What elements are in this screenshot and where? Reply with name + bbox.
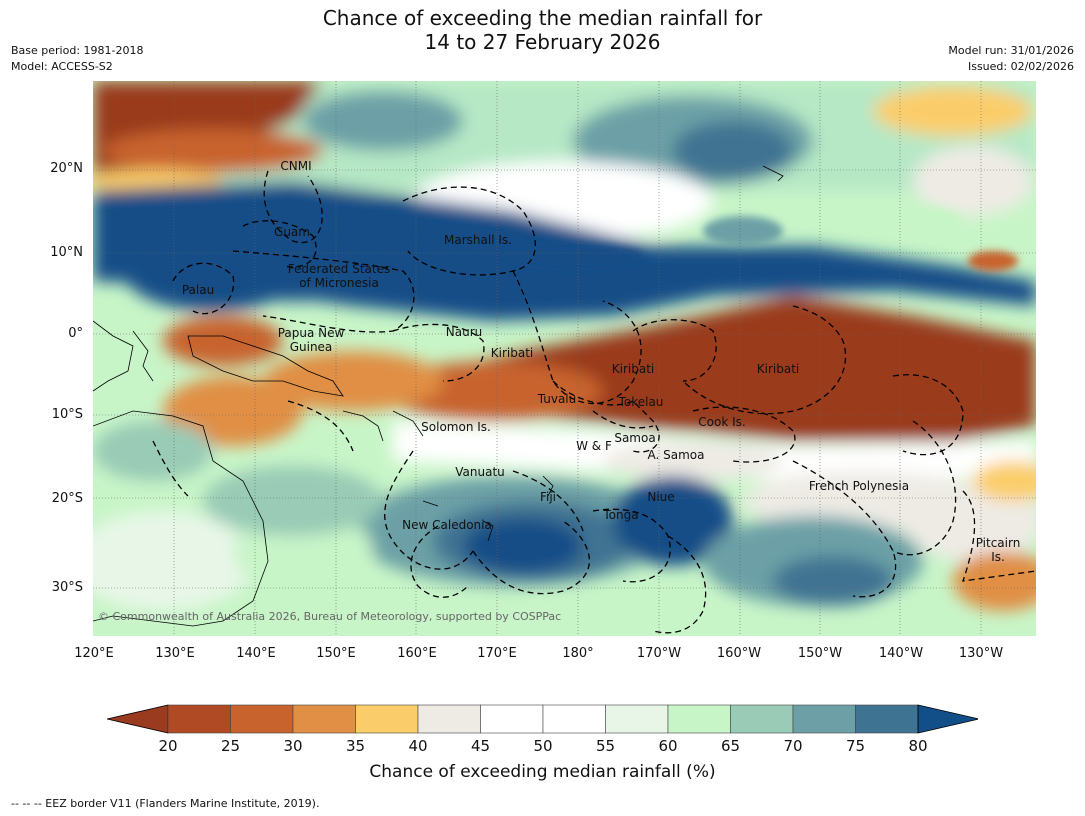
place-palau: Palau	[181, 283, 215, 297]
colorbar-segments	[107, 704, 978, 734]
lon-label-160e: 160°E	[397, 646, 437, 661]
lon-label-170e: 170°E	[477, 646, 517, 661]
colorbar-segment	[542, 704, 606, 734]
colorbar-tick-label: 30	[283, 737, 303, 755]
colorbar-segment	[667, 704, 731, 734]
lat-label-10n: 10°N	[50, 245, 83, 260]
lon-label-150e: 150°E	[316, 646, 356, 661]
place-tonga: Tonga	[603, 508, 639, 522]
place-nauru: Nauru	[445, 325, 483, 339]
colorbar-tick-label: 50	[533, 737, 553, 755]
colorbar-segment	[855, 704, 919, 734]
colorbar-segment	[792, 704, 856, 734]
meta-right: Model run: 31/01/2026 Issued: 02/02/2026	[948, 43, 1074, 75]
lon-label-140e: 140°E	[236, 646, 276, 661]
colorbar-tick-label: 80	[908, 737, 928, 755]
colorbar-segment	[230, 704, 294, 734]
eez-footer-note: -- -- -- EEZ border V11 (Flanders Marine…	[11, 797, 320, 810]
place-fiji: Fiji	[539, 490, 557, 504]
colorbar-tick-label: 75	[845, 737, 866, 755]
eez-borders	[152, 170, 1036, 634]
place-fsm: Federated States of Micronesia	[288, 262, 390, 290]
colorbar-tick-label: 65	[720, 737, 741, 755]
copyright-notice: © Commonwealth of Australia 2026, Bureau…	[98, 610, 562, 623]
lon-label-150w: 150°W	[797, 646, 843, 661]
colorbar-tick-label: 45	[470, 737, 491, 755]
colorbar-extend-low	[107, 704, 169, 734]
place-new-caledonia: New Caledonia	[402, 518, 492, 532]
lat-label-20n: 20°N	[50, 161, 83, 176]
colorbar-tick-label: 40	[408, 737, 428, 755]
place-solomon-islands: Solomon Is.	[421, 420, 491, 434]
lon-label-180: 180°	[562, 646, 594, 661]
colorbar-tick-label: 55	[595, 737, 616, 755]
place-american-samoa: A. Samoa	[647, 448, 705, 462]
place-cnmi: CNMI	[280, 159, 312, 173]
lon-label-120e: 120°E	[74, 646, 114, 661]
coastlines	[93, 165, 784, 627]
place-fsm-line2: of Micronesia	[299, 276, 379, 290]
colorbar-tick-label: 25	[220, 737, 241, 755]
colorbar-extend-high	[917, 704, 978, 734]
colorbar-tick-label: 20	[158, 737, 178, 755]
place-tuvalu: Tuvalu	[537, 392, 577, 406]
place-tokelau: Tokelau	[618, 395, 664, 409]
place-kiribati-east: Kiribati	[756, 362, 800, 376]
colorbar	[107, 704, 978, 734]
rainfall-field	[93, 81, 1036, 611]
place-png-line2: Guinea	[289, 340, 333, 354]
colorbar-segment	[480, 704, 544, 734]
place-png-line1: Papua New	[277, 326, 345, 340]
place-marshall: Marshall Is.	[444, 233, 512, 247]
lat-label-0: 0°	[68, 326, 83, 341]
place-niue: Niue	[647, 490, 675, 504]
place-guam: Guam	[274, 225, 310, 239]
gridlines	[93, 81, 1036, 636]
lon-label-170w: 170°W	[636, 646, 682, 661]
colorbar-tick-label: 60	[658, 737, 678, 755]
colorbar-tick-label: 35	[345, 737, 366, 755]
lat-label-20s: 20°S	[51, 491, 83, 506]
place-samoa: Samoa	[614, 431, 656, 445]
rainfall-accents	[503, 206, 1018, 271]
place-png: Papua New Guinea	[278, 326, 345, 354]
colorbar-label: Chance of exceeding median rainfall (%)	[369, 762, 716, 782]
title-line-1: Chance of exceeding the median rainfall …	[322, 6, 763, 30]
colorbar-segment	[605, 704, 669, 734]
place-kiribati-west: Kiribati	[490, 346, 534, 360]
chart-title: Chance of exceeding the median rainfall …	[0, 6, 1085, 54]
lat-label-30s: 30°S	[51, 580, 83, 595]
lon-label-140w: 140°W	[878, 646, 924, 661]
colorbar-segment	[730, 704, 794, 734]
place-pitcairn: Pitcairn Is.	[976, 536, 1021, 564]
place-french-polynesia: French Polynesia	[808, 479, 910, 493]
meta-left: Base period: 1981-2018 Model: ACCESS-S2	[11, 43, 143, 75]
colorbar-segment	[292, 704, 356, 734]
colorbar-segment	[167, 704, 231, 734]
place-pitcairn-line1: Pitcairn	[975, 536, 1021, 550]
issued-date: Issued: 02/02/2026	[967, 60, 1074, 73]
model-name: Model: ACCESS-S2	[11, 60, 113, 73]
place-pitcairn-line2: Is.	[991, 550, 1005, 564]
base-period: Base period: 1981-2018	[11, 44, 144, 57]
place-kiribati-central: Kiribati	[611, 362, 655, 376]
map-canvas	[93, 81, 1036, 636]
colorbar-segment	[417, 704, 481, 734]
place-vanuatu: Vanuatu	[455, 465, 505, 479]
lon-label-130w: 130°W	[958, 646, 1004, 661]
model-run: Model run: 31/01/2026	[948, 44, 1074, 57]
lon-label-160w: 160°W	[716, 646, 762, 661]
colorbar-tick-label: 70	[783, 737, 803, 755]
place-cook-islands: Cook Is.	[698, 415, 746, 429]
colorbar-segment	[355, 704, 419, 734]
rainfall-map	[93, 81, 1036, 636]
place-wallis-futuna: W & F	[576, 439, 612, 453]
lat-label-10s: 10°S	[51, 407, 83, 422]
lon-label-130e: 130°E	[155, 646, 195, 661]
place-fsm-line1: Federated States	[287, 262, 391, 276]
title-line-2: 14 to 27 February 2026	[424, 30, 661, 54]
